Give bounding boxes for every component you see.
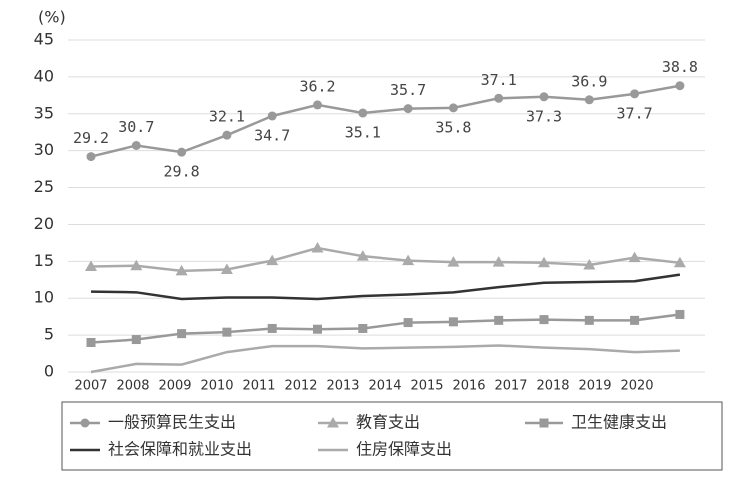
- x-tick-label: 2012: [284, 379, 317, 394]
- marker: [448, 317, 458, 327]
- x-tick-label: 2015: [410, 379, 443, 394]
- marker: [630, 315, 640, 325]
- marker: [673, 256, 686, 268]
- marker: [447, 256, 460, 267]
- x-tick-label: 2007: [74, 379, 107, 394]
- x-tick-label: 2018: [536, 379, 569, 394]
- data-label: 38.8: [662, 58, 698, 76]
- data-label: 34.7: [254, 126, 290, 144]
- y-tick-label: 5: [44, 325, 54, 344]
- marker: [222, 130, 232, 140]
- marker: [327, 417, 339, 428]
- legend-label: 教育支出: [356, 413, 420, 432]
- marker: [539, 418, 549, 428]
- legend-box: [61, 401, 723, 471]
- x-tick-label: 2020: [620, 379, 653, 394]
- y-tick-label: 30: [34, 140, 54, 159]
- series-line: [90, 84, 681, 158]
- marker: [628, 251, 641, 263]
- data-label: 36.9: [571, 72, 607, 90]
- y-tick-label: 40: [34, 66, 54, 85]
- marker: [494, 315, 504, 325]
- data-label: 36.2: [299, 77, 335, 95]
- marker: [583, 259, 596, 270]
- marker: [630, 89, 640, 99]
- x-tick-label: 2016: [452, 379, 485, 394]
- marker: [494, 93, 504, 103]
- marker: [584, 315, 594, 325]
- marker: [675, 309, 685, 319]
- y-tick-label: 25: [34, 177, 54, 196]
- marker: [177, 329, 187, 339]
- marker: [358, 323, 368, 333]
- marker: [313, 324, 322, 334]
- x-tick-label: 2013: [326, 379, 359, 394]
- marker: [177, 147, 187, 157]
- marker: [222, 327, 232, 337]
- y-tick-label: 20: [34, 214, 54, 233]
- marker: [358, 108, 368, 118]
- y-unit: (%): [38, 8, 66, 27]
- series-line: [90, 313, 681, 344]
- marker: [130, 259, 143, 271]
- marker: [313, 100, 322, 110]
- marker: [86, 152, 96, 162]
- y-tick-label: 45: [34, 30, 54, 49]
- x-tick-label: 2009: [158, 379, 191, 394]
- y-tick-label: 10: [34, 288, 54, 307]
- marker: [267, 111, 277, 121]
- marker: [86, 337, 96, 347]
- data-label: 35.7: [390, 81, 426, 99]
- marker: [539, 315, 549, 325]
- data-label: 35.8: [435, 118, 471, 136]
- y-tick-label: 0: [44, 362, 54, 381]
- marker: [448, 103, 458, 113]
- marker: [584, 95, 594, 105]
- marker: [675, 81, 685, 91]
- legend-label: 卫生健康支出: [571, 413, 667, 432]
- legend-label: 住房保障支出: [356, 440, 452, 459]
- marker: [80, 418, 90, 428]
- data-label: 29.8: [164, 163, 200, 181]
- series-line: [90, 273, 681, 301]
- data-label: 37.1: [481, 71, 517, 89]
- series-line: [90, 246, 681, 273]
- marker: [311, 242, 324, 253]
- legend-label: 一般预算民生支出: [108, 413, 236, 432]
- x-tick-label: 2010: [200, 379, 233, 394]
- data-label: 37.3: [526, 107, 562, 125]
- y-tick-label: 15: [34, 251, 54, 270]
- data-label: 37.7: [617, 104, 653, 122]
- marker: [267, 323, 277, 333]
- data-label: 30.7: [118, 118, 154, 136]
- marker: [538, 256, 550, 268]
- marker: [492, 256, 505, 267]
- x-tick-label: 2011: [242, 379, 275, 394]
- x-tick-label: 2017: [494, 379, 527, 394]
- marker: [131, 335, 141, 345]
- x-tick-label: 2019: [578, 379, 611, 394]
- legend-label: 社会保障和就业支出: [108, 440, 252, 459]
- marker: [175, 264, 188, 276]
- series-line: [90, 344, 680, 374]
- x-tick-label: 2014: [368, 379, 401, 394]
- marker: [85, 260, 97, 271]
- marker: [356, 250, 369, 261]
- marker: [403, 318, 413, 328]
- marker: [539, 92, 549, 102]
- data-label: 32.1: [209, 108, 245, 126]
- marker: [402, 254, 415, 266]
- data-label: 29.2: [73, 129, 109, 147]
- marker: [403, 104, 413, 114]
- marker: [220, 263, 233, 274]
- x-tick-label: 2008: [116, 379, 149, 394]
- data-label: 35.1: [345, 124, 381, 142]
- marker: [131, 141, 141, 151]
- y-tick-label: 35: [34, 103, 54, 122]
- marker: [266, 254, 279, 266]
